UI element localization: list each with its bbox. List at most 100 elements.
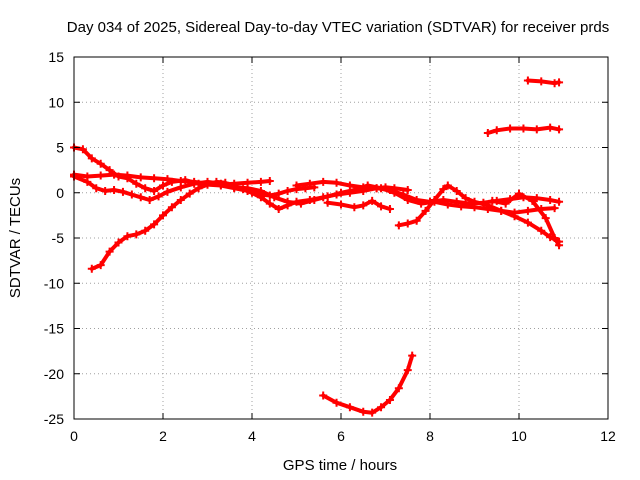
data-point [92, 184, 101, 193]
data-point [292, 181, 301, 190]
data-point [532, 194, 541, 203]
data-point [377, 202, 386, 211]
y-tick-label: -5 [52, 230, 65, 246]
data-point [256, 190, 265, 199]
data-point [310, 195, 319, 204]
grid [74, 57, 608, 419]
data-point [555, 241, 564, 250]
y-tick-label: 10 [48, 94, 64, 110]
data-point [274, 205, 283, 214]
data-point [421, 206, 430, 215]
series-s5 [292, 177, 564, 208]
series-trace [396, 183, 561, 244]
data-point [523, 76, 532, 85]
data-point [332, 178, 341, 187]
data-point [118, 187, 127, 196]
data-point [159, 211, 167, 220]
data-point [555, 125, 564, 134]
data-point [136, 173, 145, 182]
data-point [523, 206, 532, 215]
data-point [359, 407, 368, 416]
data-point [550, 204, 559, 213]
data-point [110, 170, 119, 179]
x-tick-label: 6 [337, 428, 345, 444]
data-point [296, 199, 305, 208]
data-point [136, 193, 145, 202]
x-axis-label: GPS time / hours [283, 457, 397, 474]
axis-ticks: 0 2 4 6 8 10 12 -25 -20 -15 -10 -5 0 5 10 15 [44, 49, 616, 444]
series-s6 [323, 196, 394, 214]
data-point [412, 195, 421, 204]
data-point [452, 197, 461, 206]
data-point [185, 189, 194, 198]
data-point [412, 216, 421, 225]
data-point [127, 190, 136, 199]
data-point [515, 189, 523, 198]
y-tick-label: -10 [44, 275, 64, 291]
y-tick-label: -20 [44, 366, 64, 382]
data-point [194, 184, 203, 193]
data-point [159, 181, 167, 190]
data-point [163, 187, 172, 196]
data-point [150, 186, 159, 195]
data-point [123, 232, 132, 241]
data-point [377, 403, 386, 412]
series-trace [321, 353, 415, 415]
data-point [337, 200, 345, 209]
data-point [385, 186, 394, 195]
series-trace [72, 174, 557, 215]
y-axis-label: SDTVAR / TECUs [7, 178, 24, 298]
data-point [265, 176, 274, 185]
data-point [488, 196, 497, 205]
x-tick-label: 2 [159, 428, 167, 444]
data-point [87, 264, 96, 273]
data-point [403, 186, 412, 195]
data-point [345, 403, 354, 412]
series-trace [89, 179, 317, 271]
x-tick-label: 4 [248, 428, 256, 444]
data-point [87, 154, 96, 163]
series-s9 [319, 351, 417, 417]
data-point [394, 221, 403, 230]
data-point [497, 206, 506, 215]
data-point [439, 195, 448, 204]
data-point [403, 219, 412, 228]
data-point [265, 191, 274, 200]
data-point [541, 214, 550, 223]
data-point [274, 189, 283, 198]
y-tick-label: -15 [44, 321, 64, 337]
data-point [101, 186, 110, 195]
data-point [385, 205, 394, 214]
data-point [359, 183, 368, 192]
data-point [323, 198, 332, 207]
data-point [555, 197, 564, 206]
data-point [123, 171, 132, 180]
data-point [154, 192, 163, 201]
data-point [439, 185, 448, 194]
data-point [110, 186, 119, 195]
data-point [132, 230, 141, 239]
x-tick-label: 8 [426, 428, 434, 444]
data-point [212, 177, 221, 186]
series-s4 [87, 177, 319, 273]
data-point [403, 366, 412, 375]
series-s7 [394, 181, 564, 246]
data-point [537, 226, 546, 235]
data-point [332, 398, 341, 407]
x-tick-label: 0 [70, 428, 78, 444]
data-point [430, 195, 439, 204]
data-point [176, 176, 185, 185]
data-point [96, 159, 105, 168]
data-point [221, 178, 230, 187]
y-tick-label: 0 [56, 185, 64, 201]
series-s1 [70, 143, 412, 214]
data-point [163, 175, 172, 184]
data-point [443, 181, 452, 190]
y-tick-label: 15 [48, 49, 64, 65]
data-point [83, 172, 92, 181]
y-tick-label: -25 [44, 411, 64, 427]
data-point [141, 226, 150, 235]
data-point [368, 408, 377, 417]
data-point [394, 384, 403, 393]
